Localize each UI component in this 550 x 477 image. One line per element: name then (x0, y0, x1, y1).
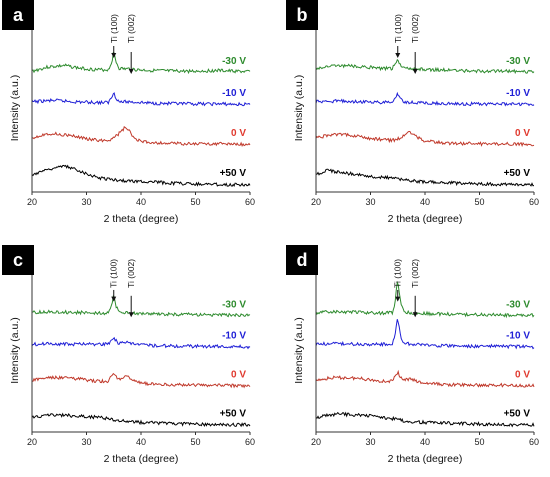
x-axis-label: 2 theta (degree) (388, 213, 463, 225)
panel-a: -30 V -10 V 0 V +50 V 20 30 40 50 60 2 theta (deg… (2, 0, 255, 225)
x-axis-label: 2 theta (degree) (388, 453, 463, 465)
y-axis-label: Intensity (a.u.) (9, 75, 21, 142)
series-line--10 V (31, 336, 251, 350)
series-line--30 V (31, 295, 251, 318)
y-axis-label: Intensity (a.u.) (293, 317, 305, 384)
series-label: -10 V (222, 88, 246, 99)
series-label: +50 V (220, 168, 247, 179)
series-line-+50 V (31, 164, 251, 188)
x-tick-label: 40 (136, 437, 146, 447)
series-label: -10 V (506, 88, 530, 99)
x-tick-label: 30 (81, 197, 91, 207)
x-tick-label: 50 (190, 437, 200, 447)
x-axis-label: 2 theta (degree) (104, 453, 179, 465)
series-line--10 V (31, 92, 251, 107)
arrow-head-icon (395, 53, 401, 58)
panel-label-badge (286, 245, 318, 275)
series-label: +50 V (504, 168, 531, 179)
series-label: +50 V (504, 408, 531, 419)
panel-d: -30 V -10 V 0 V +50 V 20 30 40 50 60 2 theta (deg… (286, 245, 539, 465)
peak-annotation: Ti (002) (410, 259, 420, 288)
panel-label-badge (2, 0, 34, 30)
arrow-head-icon (412, 312, 418, 318)
series-label: 0 V (515, 370, 530, 381)
series-label: +50 V (220, 408, 247, 419)
x-tick-label: 20 (311, 437, 321, 447)
arrow-head-icon (111, 53, 117, 58)
x-tick-label: 30 (365, 197, 375, 207)
panel-c: -30 V -10 V 0 V +50 V 20 30 40 50 60 2 theta (deg… (2, 245, 255, 465)
panel-label: d (297, 250, 308, 270)
arrow-head-icon (128, 312, 134, 318)
x-tick-label: 60 (529, 197, 539, 207)
series-label: 0 V (231, 370, 246, 381)
series-label: 0 V (231, 128, 246, 139)
arrow-head-icon (412, 69, 418, 74)
series-line-0 V (315, 369, 535, 388)
series-line--30 V (315, 58, 535, 75)
panel-b: -30 V -10 V 0 V +50 V 20 30 40 50 60 2 theta (deg… (286, 0, 539, 225)
series-label: -30 V (222, 299, 246, 310)
x-axis-label: 2 theta (degree) (104, 213, 179, 225)
x-tick-label: 20 (311, 197, 321, 207)
series-label: -10 V (222, 331, 246, 342)
series-line--10 V (315, 319, 535, 350)
x-tick-label: 60 (245, 437, 255, 447)
panel-label: a (13, 5, 24, 25)
x-tick-label: 40 (420, 437, 430, 447)
peak-annotation: Ti (002) (410, 14, 420, 43)
peak-annotation: Ti (002) (126, 14, 136, 43)
y-axis-label: Intensity (a.u.) (9, 317, 21, 384)
x-tick-label: 30 (81, 437, 91, 447)
series-line--30 V (31, 51, 251, 75)
x-tick-label: 60 (529, 437, 539, 447)
series-line-0 V (315, 130, 535, 148)
x-tick-label: 20 (27, 197, 37, 207)
series-label: -10 V (506, 331, 530, 342)
peak-annotation: Ti (100) (393, 14, 403, 43)
panel-label-badge (286, 0, 318, 30)
x-tick-label: 20 (27, 437, 37, 447)
series-label: -30 V (222, 56, 246, 67)
arrow-head-icon (395, 296, 401, 302)
series-line--10 V (315, 91, 535, 107)
panel-label: c (13, 250, 23, 270)
series-line--30 V (315, 280, 535, 319)
x-tick-label: 60 (245, 197, 255, 207)
series-line-0 V (31, 372, 251, 389)
series-line-+50 V (315, 168, 535, 187)
x-tick-label: 30 (365, 437, 375, 447)
peak-annotation: Ti (100) (109, 14, 119, 43)
x-tick-label: 50 (474, 437, 484, 447)
series-label: 0 V (515, 128, 530, 139)
x-tick-label: 50 (474, 197, 484, 207)
series-line-+50 V (31, 412, 251, 428)
series-label: -30 V (506, 56, 530, 67)
panel-label-badge (2, 245, 34, 275)
peak-annotation: Ti (100) (109, 259, 119, 288)
peak-annotation: Ti (100) (393, 259, 403, 288)
series-label: -30 V (506, 299, 530, 310)
arrow-head-icon (111, 296, 117, 302)
peak-annotation: Ti (002) (126, 259, 136, 288)
series-line-0 V (31, 125, 251, 148)
arrow-head-icon (128, 69, 134, 74)
x-tick-label: 40 (136, 197, 146, 207)
series-line-+50 V (315, 411, 535, 428)
y-axis-label: Intensity (a.u.) (293, 75, 305, 142)
panel-label: b (297, 5, 308, 25)
x-tick-label: 50 (190, 197, 200, 207)
x-tick-label: 40 (420, 197, 430, 207)
